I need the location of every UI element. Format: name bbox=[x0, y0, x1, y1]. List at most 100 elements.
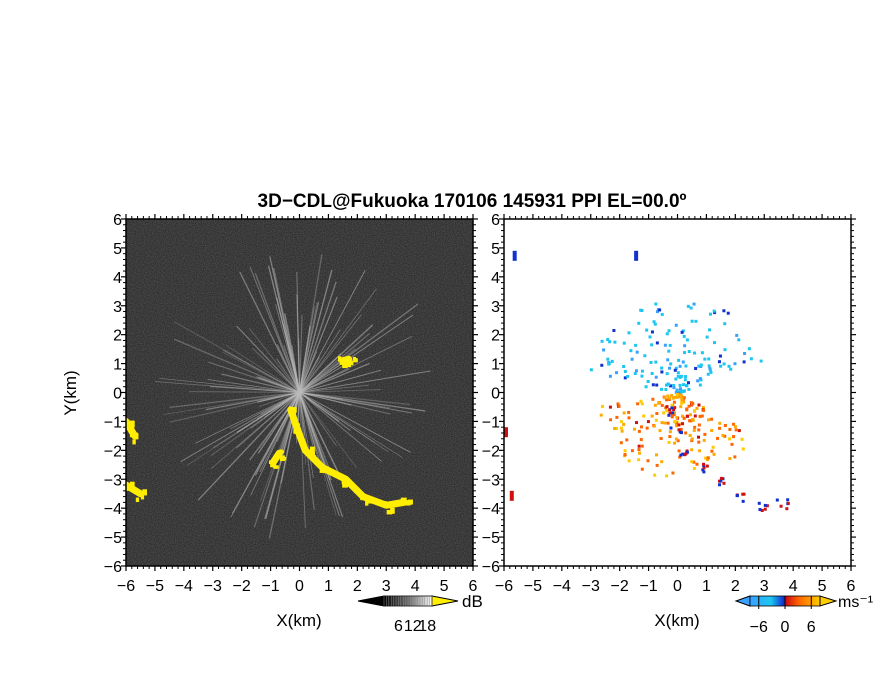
velocity-pixel-approaching bbox=[627, 459, 631, 463]
yellow-echo-speck bbox=[127, 424, 134, 428]
velocity-pixel-receding bbox=[687, 350, 691, 354]
velocity-pixel-approaching bbox=[655, 411, 659, 415]
velocity-colorbar-under-triangle bbox=[734, 595, 751, 607]
y-tick-label: 0 bbox=[113, 386, 122, 403]
velocity-pixel-receding bbox=[600, 339, 604, 343]
velocity-pixel-receding bbox=[686, 304, 690, 308]
velocity-pixel-isolated bbox=[504, 427, 508, 438]
velocity-pixel-receding bbox=[735, 333, 739, 337]
velocity-pixel-approaching bbox=[730, 442, 734, 446]
yellow-echo-speck bbox=[142, 489, 147, 496]
y-tick-label: −1 bbox=[482, 414, 500, 431]
y-tick-label: −6 bbox=[104, 559, 122, 576]
radial-echo-ray bbox=[299, 392, 391, 415]
velocity-pixel-approaching bbox=[672, 400, 676, 404]
velocity-pixel-receding bbox=[726, 311, 730, 315]
y-tick-label: 1 bbox=[113, 357, 122, 374]
velocity-pixel-approaching bbox=[728, 427, 732, 431]
velocity-colorbar-ticks bbox=[758, 596, 812, 609]
velocity-pixel-approaching bbox=[638, 451, 642, 455]
velocity-pixel-approaching bbox=[639, 438, 643, 442]
velocity-pixel-receding bbox=[645, 328, 649, 332]
velocity-pixel-receding bbox=[655, 383, 659, 387]
yellow-echo-speck bbox=[367, 499, 373, 504]
velocity-pixel-edge bbox=[685, 450, 689, 454]
yellow-echo-band bbox=[126, 481, 144, 498]
velocity-pixel-approaching bbox=[732, 422, 736, 426]
velocity-pixel-approaching bbox=[663, 396, 667, 400]
velocity-pixel-edge bbox=[760, 509, 764, 513]
radial-echo-ray bbox=[264, 392, 300, 418]
velocity-pixel-receding bbox=[656, 310, 660, 314]
velocity-pixel-edge bbox=[668, 408, 672, 412]
yellow-echo-speck bbox=[288, 407, 295, 414]
velocity-pixel-receding bbox=[637, 321, 641, 325]
velocity-pixel-approaching bbox=[673, 411, 677, 415]
velocity-pixel-receding bbox=[699, 364, 703, 368]
db-colorbar-unit: dB bbox=[462, 592, 483, 611]
velocity-pixel-receding bbox=[652, 320, 656, 324]
y-tick-label: −2 bbox=[482, 443, 500, 460]
velocity-pixel-receding bbox=[678, 364, 682, 368]
velocity-pixel-approaching bbox=[637, 429, 641, 433]
radial-echo-ray bbox=[276, 358, 300, 393]
velocity-pixel-receding bbox=[663, 343, 667, 347]
velocity-pixel-approaching bbox=[623, 449, 627, 453]
radial-echo-ray bbox=[299, 370, 431, 393]
velocity-pixel-receding bbox=[694, 319, 698, 323]
velocity-pixel-receding bbox=[712, 309, 716, 313]
yellow-echo-speck bbox=[270, 463, 276, 468]
yellow-echo-speck bbox=[408, 499, 413, 505]
velocity-pixel-approaching bbox=[707, 418, 711, 422]
right-panel: −6 −5 −4 −3 −2 −1 0 1 2 3 4 5 6 6543210−1−2−3−4−5−6 … bbox=[482, 212, 873, 636]
velocity-pixel-approaching bbox=[701, 406, 705, 410]
radial-echo-ray bbox=[299, 288, 377, 393]
velocity-pixel-approaching bbox=[693, 425, 697, 429]
radial-echo-ray bbox=[299, 368, 350, 393]
velocity-pixel-approaching bbox=[691, 417, 695, 421]
velocity-pixel-approaching bbox=[675, 395, 679, 399]
yellow-echo-speck bbox=[361, 495, 366, 501]
radial-echo-ray bbox=[250, 392, 300, 429]
velocity-pixel-approaching bbox=[690, 460, 694, 464]
velocity-pixel-receding bbox=[674, 390, 678, 394]
radial-echo-ray bbox=[299, 392, 306, 529]
velocity-pixel-approaching bbox=[728, 437, 732, 441]
velocity-pixel-receding bbox=[684, 364, 688, 368]
velocity-pixel-receding bbox=[615, 371, 619, 375]
radial-echo-ray bbox=[299, 306, 315, 393]
velocity-pixel-edge bbox=[786, 498, 790, 502]
velocity-pixel-receding bbox=[589, 368, 593, 372]
velocity-pixel-approaching bbox=[654, 418, 658, 422]
velocity-pixel-receding bbox=[718, 354, 722, 358]
x-tick-label: −4 bbox=[175, 578, 193, 595]
velocity-pixel-receding bbox=[723, 348, 727, 352]
velocity-pixel-receding bbox=[667, 329, 671, 333]
velocity-pixel-approaching bbox=[619, 420, 623, 424]
velocity-pixel-receding bbox=[700, 351, 704, 355]
velocity-pixel-approaching bbox=[660, 403, 664, 407]
y-tick-label: 6 bbox=[491, 212, 500, 229]
velocity-pixel-receding bbox=[729, 367, 733, 371]
right-x-tick-labels: −6 −5 −4 −3 −2 −1 0 1 2 3 4 5 6 bbox=[495, 578, 856, 595]
radial-echo-ray bbox=[256, 391, 300, 403]
velocity-pixel-approaching bbox=[653, 473, 657, 477]
x-tick-label: 0 bbox=[673, 578, 682, 595]
radial-echo-ray bbox=[298, 325, 311, 393]
velocity-pixel-approaching bbox=[680, 398, 684, 402]
radial-echo-ray bbox=[299, 362, 370, 394]
radial-echo-ray bbox=[258, 392, 300, 408]
velocity-pixel-approaching bbox=[642, 414, 646, 418]
velocity-pixel-approaching bbox=[660, 421, 664, 425]
velocity-pixel-receding bbox=[698, 377, 702, 381]
radial-echo-ray bbox=[299, 391, 352, 406]
velocity-pixel-edge bbox=[684, 452, 688, 456]
velocity-pixel-receding bbox=[600, 363, 604, 367]
velocity-pixel-approaching bbox=[702, 438, 706, 442]
yellow-echo-speck bbox=[294, 423, 300, 430]
radial-echo-ray bbox=[299, 301, 320, 393]
velocity-pixel-receding bbox=[606, 357, 610, 361]
radial-echo-ray bbox=[298, 392, 344, 518]
velocity-pixel-receding bbox=[649, 360, 653, 364]
